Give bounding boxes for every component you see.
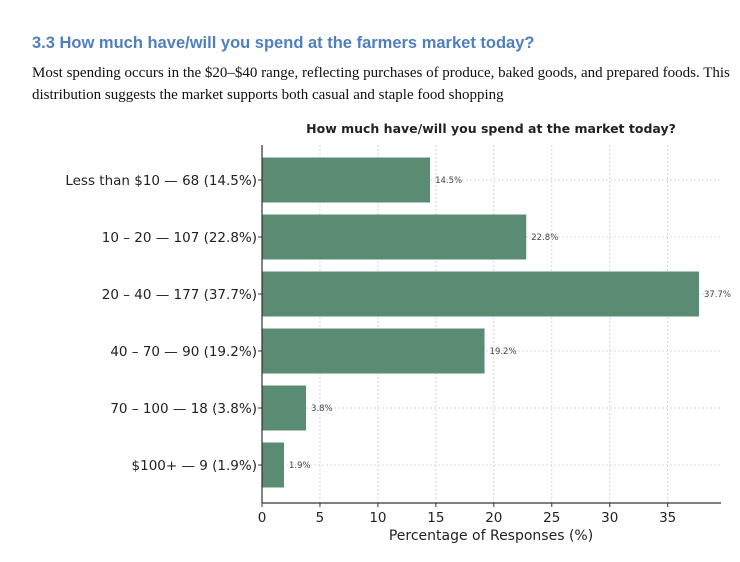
bar — [262, 214, 527, 260]
y-tick-label: 70 – 100 — 18 (3.8%) — [110, 401, 257, 417]
x-tick-label: 25 — [543, 510, 560, 526]
x-tick-label: 5 — [316, 510, 325, 526]
section-paragraph: Most spending occurs in the $20–$40 rang… — [32, 65, 730, 103]
x-tick-label: 35 — [659, 510, 676, 526]
chart-title: How much have/will you spend at the mark… — [306, 121, 676, 136]
x-tick-label: 20 — [485, 510, 502, 526]
y-tick-label: 20 – 40 — 177 (37.7%) — [102, 287, 257, 303]
y-tick-label: 10 – 20 — 107 (22.8%) — [102, 230, 257, 246]
bar — [262, 442, 285, 488]
y-tick-label: $100+ — 9 (1.9%) — [132, 458, 257, 474]
bar — [262, 157, 431, 203]
section-heading: 3.3 How much have/will you spend at the … — [32, 34, 535, 52]
data-label: 3.8% — [311, 404, 333, 414]
data-label: 19.2% — [490, 347, 517, 357]
x-tick-label: 30 — [601, 510, 618, 526]
data-label: 14.5% — [435, 176, 462, 186]
x-tick-label: 15 — [427, 510, 444, 526]
x-tick-label: 0 — [258, 510, 267, 526]
data-label: 1.9% — [289, 461, 311, 471]
bar — [262, 385, 307, 431]
x-tick-label: 10 — [369, 510, 386, 526]
x-axis-label: Percentage of Responses (%) — [389, 528, 593, 544]
data-label: 37.7% — [704, 290, 731, 300]
bar — [262, 271, 699, 317]
bar — [262, 328, 485, 374]
y-tick-label: Less than $10 — 68 (14.5%) — [65, 173, 257, 189]
data-label: 22.8% — [531, 233, 558, 243]
y-tick-label: 40 – 70 — 90 (19.2%) — [110, 344, 257, 360]
